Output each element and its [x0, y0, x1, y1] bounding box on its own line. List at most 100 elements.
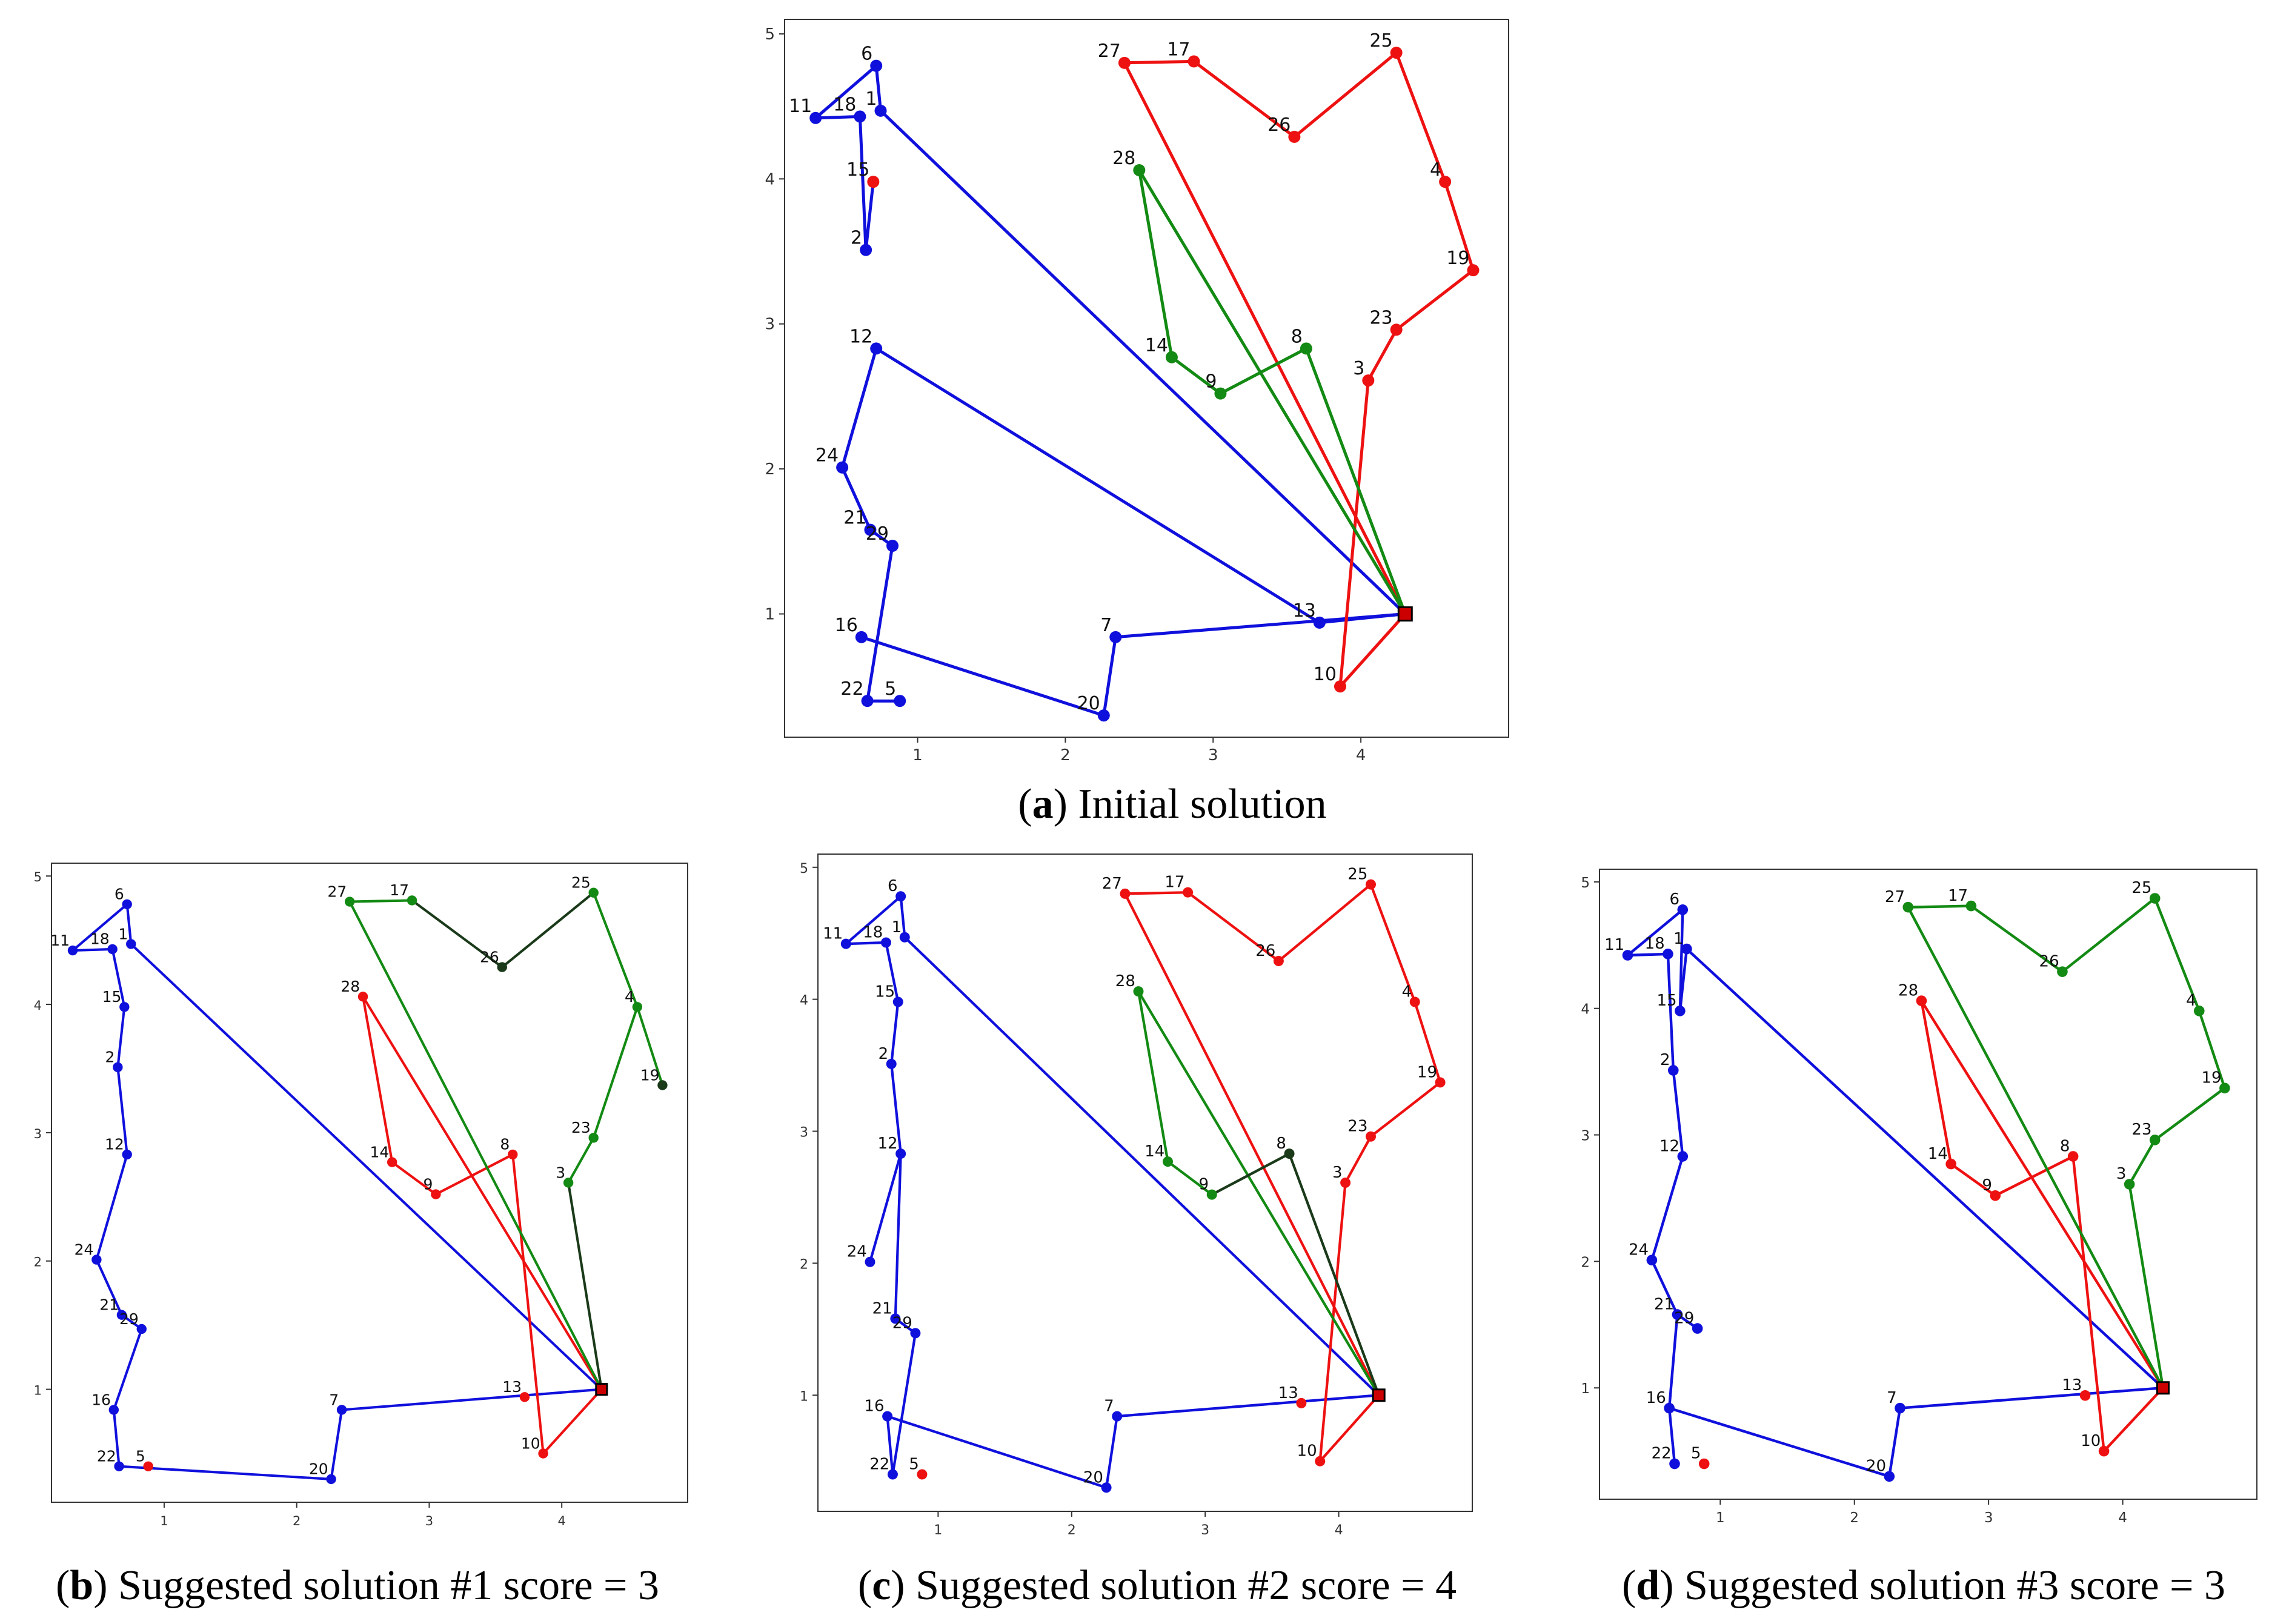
customer-point: [870, 342, 883, 355]
y-tick-label: 4: [800, 993, 808, 1009]
customer-point: [1288, 130, 1301, 143]
point-label: 22: [869, 1455, 889, 1473]
customer-point: [91, 1254, 102, 1265]
customer-point: [431, 1189, 441, 1199]
point-label: 4: [1402, 983, 1412, 1001]
point-label: 25: [2131, 879, 2151, 897]
customer-point: [108, 1405, 119, 1415]
point-label: 6: [1669, 890, 1679, 909]
x-tick-label: 2: [1060, 746, 1071, 764]
point-label: 12: [849, 326, 872, 347]
customer-point: [854, 110, 866, 123]
point-label: 26: [1255, 942, 1275, 960]
x-tick-label: 4: [558, 1514, 566, 1528]
point-label: 3: [1353, 358, 1364, 379]
customer-point: [357, 992, 368, 1002]
customer-point: [114, 1461, 124, 1471]
customer-point: [387, 1157, 397, 1167]
y-tick-label: 4: [1581, 1002, 1590, 1018]
customer-point: [1677, 1151, 1689, 1162]
y-tick-label: 1: [34, 1384, 42, 1398]
point-label: 8: [500, 1136, 510, 1153]
customer-point: [1112, 1411, 1123, 1422]
customer-point: [538, 1448, 548, 1459]
x-tick-label: 1: [1716, 1510, 1725, 1526]
customer-point: [886, 1058, 897, 1069]
customer-point: [1916, 995, 1927, 1006]
customer-point: [657, 1080, 668, 1090]
x-tick-label: 4: [1356, 746, 1366, 764]
point-label: 23: [571, 1119, 591, 1136]
y-tick-label: 4: [765, 170, 775, 188]
point-label: 6: [861, 44, 872, 65]
point-label: 1: [865, 88, 877, 110]
customer-point: [887, 1469, 898, 1480]
point-label: 6: [115, 886, 124, 903]
point-label: 18: [1645, 935, 1665, 953]
y-tick-label: 3: [800, 1125, 808, 1141]
plot-frame: [817, 853, 1473, 1512]
point-label: 9: [1205, 371, 1217, 393]
point-label: 4: [625, 988, 634, 1006]
point-label: 19: [1417, 1063, 1437, 1081]
customer-point: [840, 938, 851, 949]
point-label: 13: [502, 1378, 522, 1396]
point-label: 4: [2186, 992, 2196, 1010]
point-label: 25: [571, 874, 591, 892]
point-label: 11: [50, 932, 70, 949]
point-label: 16: [1646, 1389, 1666, 1407]
route-line-blue: [71, 903, 603, 1480]
customer-point: [882, 1411, 893, 1422]
customer-point: [122, 1149, 132, 1160]
point-label: 18: [863, 923, 883, 941]
customer-point: [836, 461, 849, 474]
depot-marker: [595, 1383, 608, 1396]
customer-point: [1109, 631, 1122, 643]
point-label: 15: [102, 988, 122, 1006]
customer-point: [1390, 47, 1403, 59]
customer-point: [1133, 164, 1146, 176]
point-label: 11: [823, 925, 843, 943]
customer-point: [1365, 879, 1376, 890]
point-label: 17: [390, 881, 409, 899]
point-label: 17: [1167, 39, 1190, 60]
customer-point: [336, 1405, 347, 1415]
customer-point: [519, 1392, 530, 1402]
y-tick-label: 3: [34, 1127, 42, 1141]
customer-point: [1097, 709, 1110, 722]
point-label: 17: [1164, 873, 1184, 892]
point-label: 24: [816, 445, 839, 466]
point-label: 12: [1659, 1137, 1679, 1155]
customer-point: [126, 939, 136, 949]
route-line-blue: [840, 346, 1406, 703]
customer-point: [1365, 1131, 1376, 1142]
point-label: 21: [99, 1296, 119, 1314]
point-label: 2: [1660, 1051, 1670, 1069]
point-label: 7: [1887, 1389, 1897, 1407]
point-label: 21: [843, 508, 866, 529]
point-label: 19: [640, 1066, 660, 1084]
customer-point: [1133, 986, 1144, 997]
point-label: 26: [1267, 114, 1291, 136]
depot-marker: [1397, 606, 1413, 622]
x-tick-label: 1: [912, 746, 923, 764]
point-label: 29: [866, 523, 889, 545]
point-label: 16: [864, 1397, 884, 1416]
customer-point: [1188, 55, 1200, 68]
customer-point: [1273, 955, 1284, 966]
customer-point: [1698, 1458, 1710, 1470]
point-label: 14: [370, 1143, 389, 1161]
point-label: 8: [1276, 1135, 1286, 1153]
route-line-blue: [861, 612, 1406, 717]
point-label: 24: [847, 1243, 867, 1261]
customer-point: [917, 1469, 928, 1480]
customer-point: [867, 176, 880, 188]
customer-point: [2149, 893, 2161, 904]
point-label: 9: [1982, 1176, 1992, 1195]
point-label: 23: [1369, 307, 1392, 328]
route-line-green: [1907, 897, 2227, 1389]
customer-point: [1965, 900, 1977, 912]
customer-point: [864, 523, 877, 536]
customer-point: [886, 540, 899, 552]
point-label: 20: [1077, 693, 1100, 714]
